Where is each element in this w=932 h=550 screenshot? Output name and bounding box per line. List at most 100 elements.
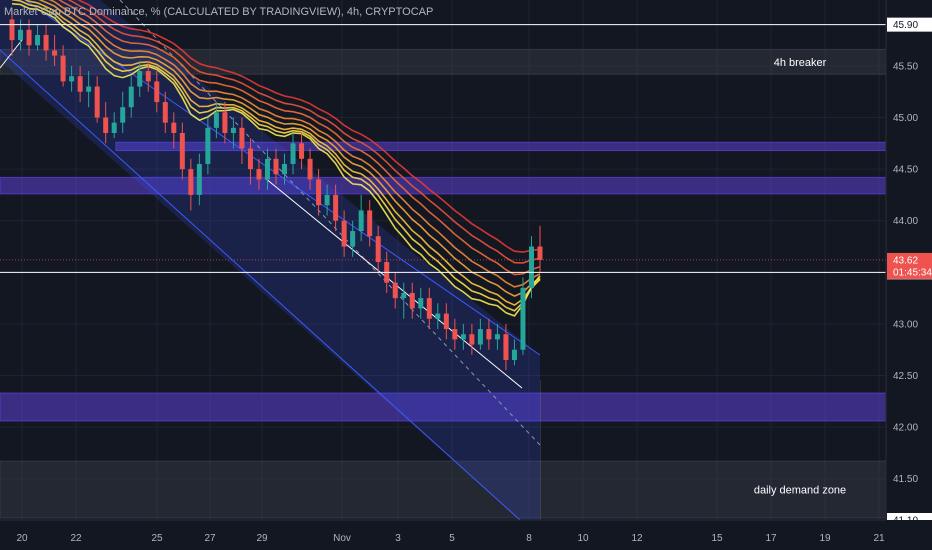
candle-body[interactable] <box>145 71 151 82</box>
candle-body[interactable] <box>299 143 305 159</box>
candle-body[interactable] <box>188 169 194 195</box>
current-price-label: 43.62 <box>893 255 918 266</box>
current-price-tag[interactable] <box>887 252 932 279</box>
candle-body[interactable] <box>486 329 492 340</box>
candle-body[interactable] <box>120 107 126 123</box>
price-tag[interactable] <box>887 17 932 32</box>
ema-ribbon <box>11 0 541 317</box>
candle-body[interactable] <box>137 71 143 87</box>
candle-body[interactable] <box>290 143 296 164</box>
zone-purple <box>0 392 887 422</box>
candle-body[interactable] <box>264 158 270 180</box>
time-axis[interactable]: 20 22 25 27 29 Nov 3 5 8 10 12 15 17 19 21 <box>0 519 932 550</box>
price-tick-label: 41.50 <box>893 474 918 485</box>
candle-body[interactable] <box>171 122 177 133</box>
candle-body[interactable] <box>43 34 49 51</box>
candle-body[interactable] <box>162 102 168 123</box>
candles[interactable] <box>9 9 543 371</box>
candle-body[interactable] <box>469 334 475 345</box>
ema-line <box>48 0 541 288</box>
candle-body[interactable] <box>520 287 526 350</box>
time-tick-label: 25 <box>151 533 163 544</box>
candle-body[interactable] <box>367 210 373 237</box>
candle-body[interactable] <box>324 194 330 206</box>
candle-body[interactable] <box>273 158 279 175</box>
channel-mid-line <box>119 0 541 446</box>
ema-line <box>38 0 541 297</box>
candle-body[interactable] <box>128 86 134 108</box>
candle-body[interactable] <box>35 34 41 46</box>
candle-body[interactable] <box>528 246 534 288</box>
ema-line <box>24 0 541 307</box>
ema-line <box>58 0 541 276</box>
channel-fill <box>0 0 540 550</box>
time-tick-label: 27 <box>204 533 216 544</box>
countdown-label: 01:45:34 <box>893 267 932 278</box>
candle-body[interactable] <box>222 112 228 133</box>
candle-body[interactable] <box>196 163 202 195</box>
candle-body[interactable] <box>418 298 424 309</box>
candle-body[interactable] <box>350 231 356 247</box>
candle-body[interactable] <box>401 292 407 299</box>
candle-body[interactable] <box>230 127 236 133</box>
candle-body[interactable] <box>52 50 58 56</box>
zones <box>0 48 887 519</box>
price-tick-label: 42.00 <box>893 423 918 434</box>
candle-body[interactable] <box>316 179 322 206</box>
candle-body[interactable] <box>307 158 313 180</box>
candle-body[interactable] <box>435 313 441 319</box>
candle-body[interactable] <box>256 169 262 180</box>
time-tick-label: 20 <box>16 533 28 544</box>
chart-title: Market Cap BTC Dominance, % (CALCULATED … <box>4 6 434 18</box>
candle-body[interactable] <box>477 329 483 345</box>
zone-label: daily demand zone <box>754 485 846 497</box>
candle-body[interactable] <box>503 334 509 361</box>
price-tick-label: 43.00 <box>893 319 918 330</box>
candle-body[interactable] <box>205 127 211 164</box>
zone-gray <box>0 460 887 519</box>
time-tick-label: 8 <box>526 533 532 544</box>
time-axis-bg <box>0 520 932 550</box>
candle-body[interactable] <box>460 334 466 340</box>
candle-body[interactable] <box>239 127 245 149</box>
candle-body[interactable] <box>86 86 92 92</box>
candle-body[interactable] <box>341 220 347 247</box>
candle-body[interactable] <box>154 81 160 103</box>
candle-body[interactable] <box>179 133 185 170</box>
candle-body[interactable] <box>103 117 109 133</box>
time-tick-label: 19 <box>819 533 831 544</box>
ema-line <box>77 0 541 253</box>
zone-labels: 4h breaker daily demand zone <box>754 57 846 497</box>
candle-body[interactable] <box>494 334 500 340</box>
candle-body[interactable] <box>409 292 415 309</box>
candle-body[interactable] <box>392 282 398 299</box>
time-tick-label: 5 <box>449 533 455 544</box>
candle-body[interactable] <box>375 236 381 262</box>
candle-body[interactable] <box>77 76 83 92</box>
candle-body[interactable] <box>60 55 66 82</box>
price-axis[interactable]: 41.5042.0042.5043.0043.5044.0044.5045.00… <box>885 0 932 550</box>
candle-body[interactable] <box>358 210 364 232</box>
candle-body[interactable] <box>94 86 100 118</box>
candle-body[interactable] <box>426 298 432 319</box>
candle-body[interactable] <box>511 349 517 361</box>
trend-line-left[interactable] <box>0 39 23 69</box>
time-tick-label: Nov <box>333 533 351 544</box>
candle-body[interactable] <box>537 246 543 260</box>
candle-body[interactable] <box>452 329 458 340</box>
candle-body[interactable] <box>9 19 15 41</box>
candle-body[interactable] <box>69 76 75 82</box>
price-tick-label: 45.50 <box>893 61 918 72</box>
candle-body[interactable] <box>18 29 24 41</box>
candle-body[interactable] <box>282 163 288 175</box>
candle-body[interactable] <box>247 148 253 170</box>
candle-body[interactable] <box>443 313 449 330</box>
price-tag-label: 45.90 <box>893 20 918 31</box>
candle-body[interactable] <box>333 194 339 221</box>
candle-body[interactable] <box>213 112 219 128</box>
candle-body[interactable] <box>26 29 32 46</box>
time-tick-label: 10 <box>577 533 589 544</box>
channel-lower-line[interactable] <box>0 49 521 521</box>
candle-body[interactable] <box>111 122 117 133</box>
